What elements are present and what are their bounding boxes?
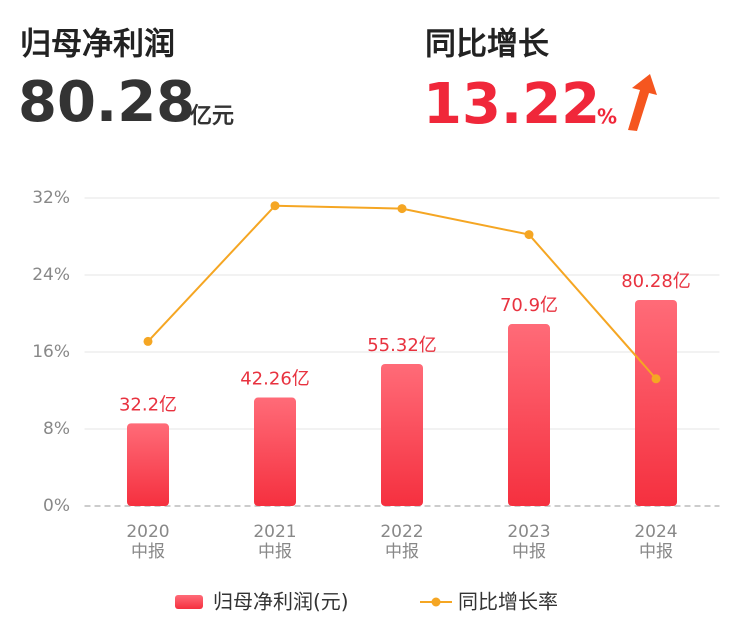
value-label: 55.32亿	[367, 335, 437, 356]
x-tick-label: 中报	[131, 542, 165, 562]
x-tick-label: 中报	[385, 542, 419, 562]
growth-label: 同比增长	[425, 27, 549, 63]
x-tick-label: 2024	[634, 522, 677, 542]
up-arrow	[628, 74, 657, 131]
bar	[508, 324, 550, 506]
x-tick-label: 2020	[126, 522, 169, 542]
bar	[635, 299, 677, 506]
legend-label: 归母净利润(元)	[213, 590, 349, 614]
line-point	[397, 204, 407, 214]
x-tick-label: 中报	[512, 542, 546, 562]
x-tick-label: 2021	[253, 522, 296, 542]
value-label: 70.9亿	[500, 295, 558, 316]
legend-label: 同比增长率	[458, 590, 558, 614]
bar	[127, 423, 169, 506]
line-point	[651, 374, 661, 384]
x-tick-label: 2023	[507, 522, 550, 542]
growth-value: 13.22	[423, 72, 600, 137]
line-point	[270, 201, 280, 211]
legend-swatch	[175, 595, 203, 609]
y-tick-label: 0%	[43, 496, 70, 516]
profit-label: 归母净利润	[20, 27, 175, 63]
profit-unit: 亿元	[190, 104, 234, 129]
value-label: 80.28亿	[621, 271, 691, 292]
bar	[254, 397, 296, 506]
value-label: 42.26亿	[240, 369, 310, 390]
y-tick-label: 8%	[43, 419, 70, 439]
value-label: 32.2亿	[119, 394, 177, 415]
bar	[381, 364, 423, 506]
x-tick-label: 2022	[380, 522, 423, 542]
line-point	[524, 230, 534, 240]
y-tick-label: 32%	[32, 188, 70, 208]
y-tick-label: 24%	[32, 265, 70, 285]
y-tick-label: 16%	[32, 342, 70, 362]
profit-value: 80.28	[18, 70, 195, 135]
growth-unit: %	[597, 105, 617, 129]
line-point	[143, 336, 153, 346]
x-tick-label: 中报	[639, 542, 673, 562]
legend-swatch	[431, 597, 441, 607]
x-tick-label: 中报	[258, 542, 292, 562]
